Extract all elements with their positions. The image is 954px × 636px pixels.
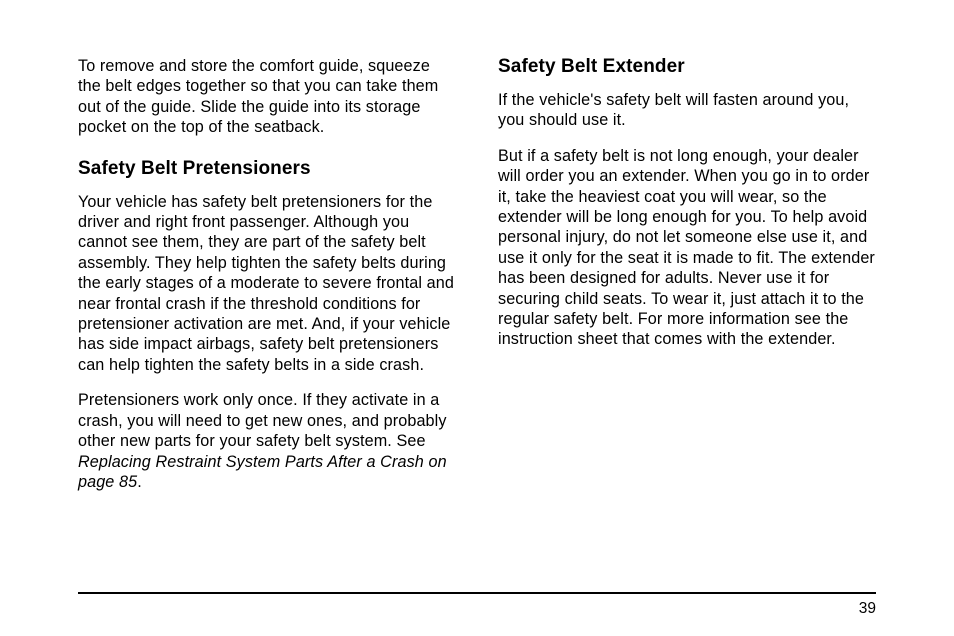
extender-paragraph-1: If the vehicle's safety belt will fasten… bbox=[498, 90, 876, 131]
two-column-layout: To remove and store the comfort guide, s… bbox=[78, 56, 876, 507]
page-number: 39 bbox=[859, 600, 876, 618]
pretensioners-paragraph-2: Pretensioners work only once. If they ac… bbox=[78, 390, 456, 492]
right-column: Safety Belt Extender If the vehicle's sa… bbox=[498, 56, 876, 507]
extender-heading: Safety Belt Extender bbox=[498, 56, 876, 78]
extender-paragraph-2: But if a safety belt is not long enough,… bbox=[498, 146, 876, 350]
pretensioners-p2-text-after: . bbox=[137, 473, 142, 491]
pretensioners-paragraph-1: Your vehicle has safety belt pretensione… bbox=[78, 192, 456, 376]
footer-rule bbox=[78, 592, 876, 594]
comfort-guide-paragraph: To remove and store the comfort guide, s… bbox=[78, 56, 456, 138]
pretensioners-heading: Safety Belt Pretensioners bbox=[78, 158, 456, 180]
left-column: To remove and store the comfort guide, s… bbox=[78, 56, 456, 507]
pretensioners-p2-text-before: Pretensioners work only once. If they ac… bbox=[78, 391, 447, 450]
manual-page: To remove and store the comfort guide, s… bbox=[0, 0, 954, 636]
cross-reference-italic: Replacing Restraint System Parts After a… bbox=[78, 453, 447, 491]
